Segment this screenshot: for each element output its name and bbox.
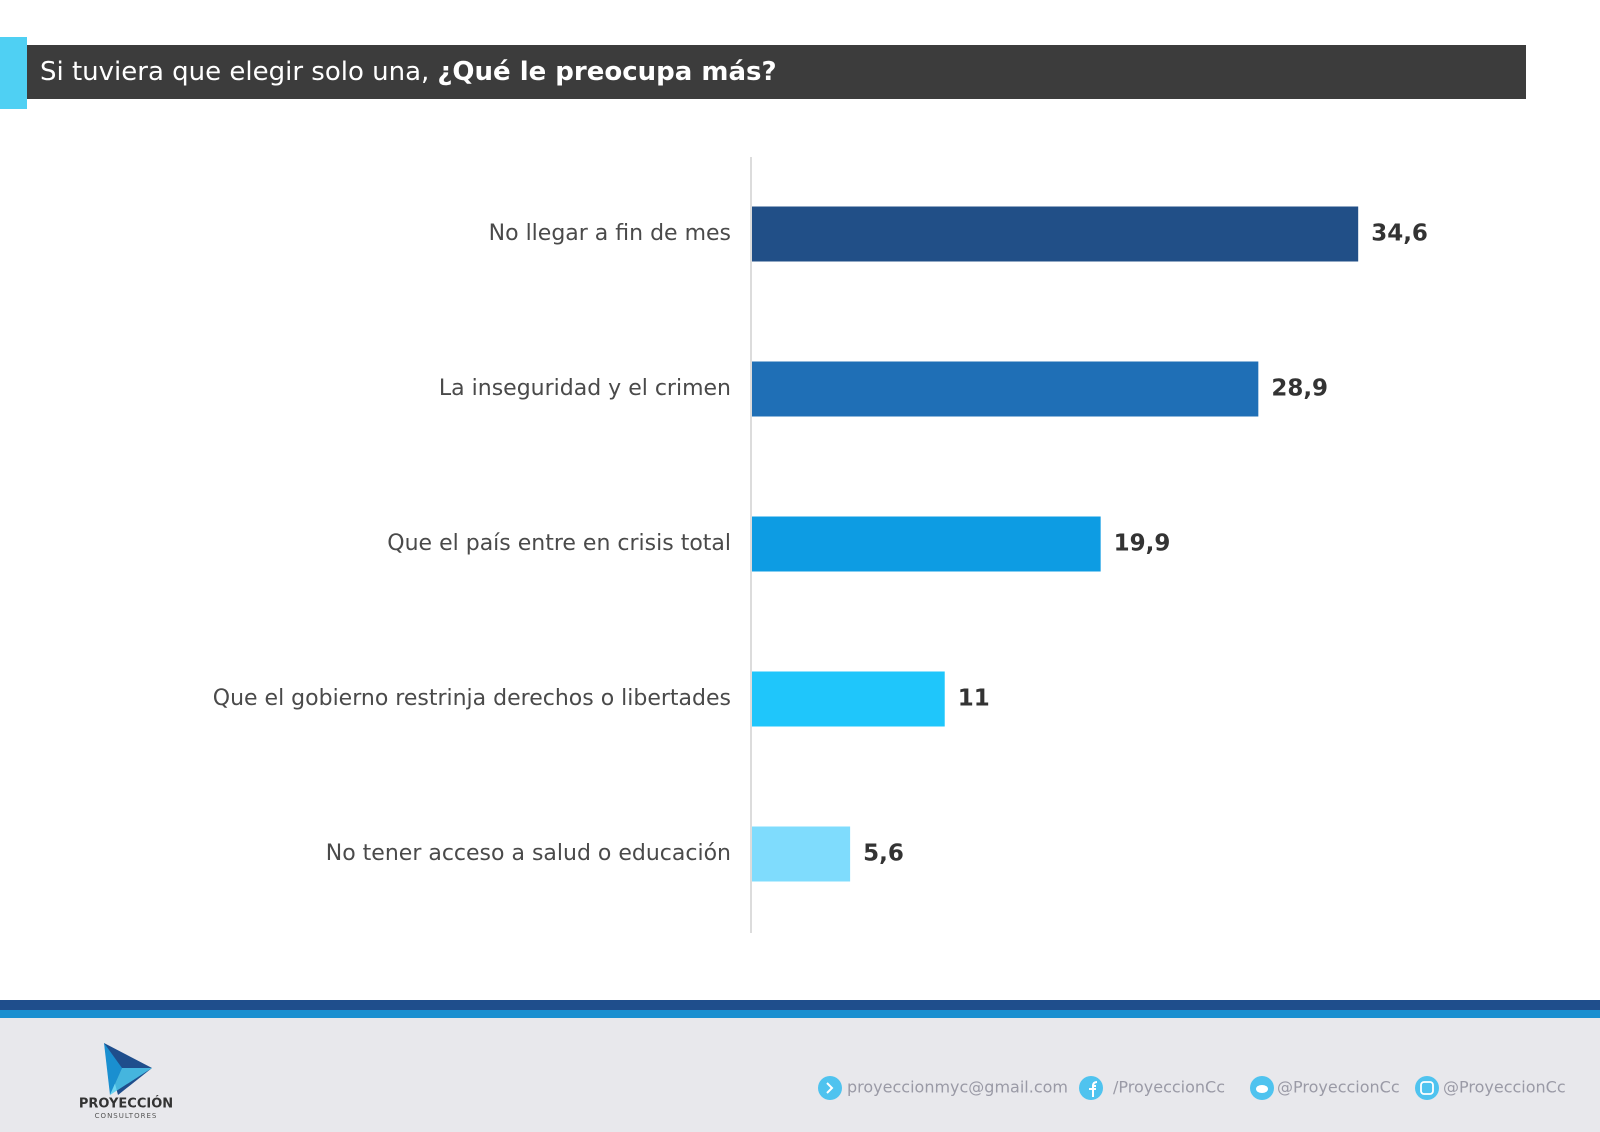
value-label: 11	[958, 686, 990, 712]
bar	[752, 361, 1259, 417]
bar	[752, 671, 945, 727]
value-label: 34,6	[1371, 221, 1428, 247]
bar	[752, 826, 851, 882]
email[interactable]: proyeccionmyc@gmail.com	[847, 1078, 1068, 1097]
category-label: No tener acceso a salud o educación	[326, 841, 731, 866]
logo	[104, 1043, 152, 1095]
brand-sub: CONSULTORES	[95, 1112, 158, 1120]
bar	[752, 206, 1359, 262]
category-label: La inseguridad y el crimen	[439, 376, 731, 401]
value-label: 28,9	[1271, 376, 1328, 402]
twitter[interactable]: @ProyeccionCc	[1277, 1078, 1400, 1097]
bar	[752, 516, 1101, 572]
footer-stripe	[0, 1010, 1600, 1018]
instagram-icon	[1415, 1076, 1439, 1100]
instagram[interactable]: @ProyeccionCc	[1443, 1078, 1566, 1097]
twitter-icon-glyph	[1256, 1085, 1268, 1093]
instagram-icon-glyph	[1420, 1081, 1434, 1095]
facebook-icon-glyph	[1089, 1081, 1098, 1097]
email-icon	[818, 1076, 842, 1100]
title-bar	[27, 45, 1526, 99]
footer-bg	[0, 1018, 1600, 1132]
value-label: 5,6	[863, 841, 904, 867]
facebook[interactable]: /ProyeccionCc	[1113, 1078, 1225, 1097]
chart-title: Si tuviera que elegir solo una, ¿Qué le p…	[40, 57, 777, 87]
brand: PROYECCIÓN	[79, 1096, 173, 1112]
title-part: Si tuviera que elegir solo una,	[40, 57, 429, 87]
title-emphasis: ¿Qué le preocupa más?	[437, 57, 776, 87]
category-label: Que el gobierno restrinja derechos o lib…	[213, 686, 731, 711]
footer-stripe	[0, 1000, 1600, 1010]
value-label: 19,9	[1114, 531, 1171, 557]
category-label: No llegar a fin de mes	[489, 221, 731, 246]
category-label: Que el país entre en crisis total	[387, 531, 731, 556]
email-icon-glyph	[826, 1082, 834, 1094]
title-accent	[0, 37, 27, 109]
